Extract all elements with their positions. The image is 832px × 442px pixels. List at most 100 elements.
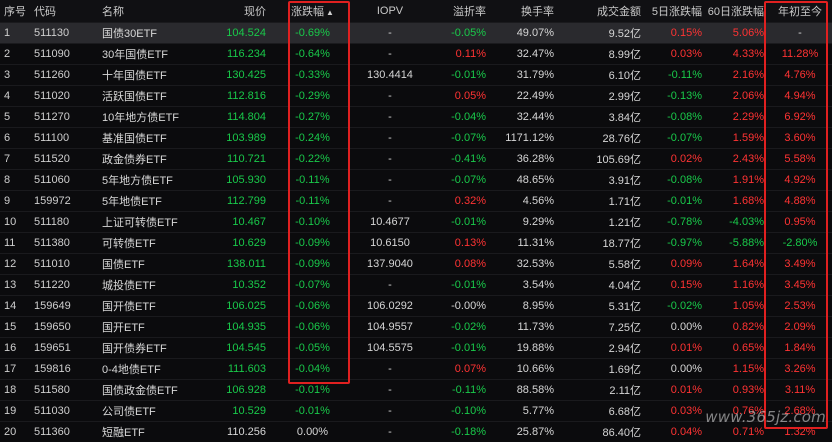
cell-volume: 1.69亿 — [558, 359, 645, 380]
cell-ytd: - — [768, 23, 832, 44]
cell-turnover: 1171.12% — [490, 128, 558, 149]
column-header-change[interactable]: 涨跌幅▲ — [270, 0, 355, 23]
cell-name: 5年地方债ETF — [94, 170, 209, 191]
column-header-premium[interactable]: 溢折率 — [425, 0, 490, 23]
cell-d60: 5.06% — [706, 23, 768, 44]
column-header-60d-change[interactable]: 60日涨跌幅 — [706, 0, 768, 23]
cell-d5: -0.08% — [645, 107, 706, 128]
cell-price: 10.467 — [209, 212, 270, 233]
cell-name: 城投债ETF — [94, 275, 209, 296]
cell-code: 511060 — [30, 170, 94, 191]
cell-volume: 2.11亿 — [558, 380, 645, 401]
cell-name: 国债30ETF — [94, 23, 209, 44]
cell-turnover: 25.87% — [490, 422, 558, 442]
cell-index: 20 — [0, 422, 30, 442]
cell-code: 159651 — [30, 338, 94, 359]
cell-iopv: 130.4414 — [355, 65, 425, 86]
cell-turnover: 8.95% — [490, 296, 558, 317]
cell-name: 上证可转债ETF — [94, 212, 209, 233]
cell-d5: 0.02% — [645, 149, 706, 170]
cell-index: 10 — [0, 212, 30, 233]
cell-index: 7 — [0, 149, 30, 170]
cell-ytd: 3.60% — [768, 128, 832, 149]
cell-d60: -5.88% — [706, 233, 768, 254]
watermark: www.365jz.com — [705, 408, 826, 426]
cell-iopv: - — [355, 44, 425, 65]
cell-premium: -0.05% — [425, 23, 490, 44]
column-header-iopv[interactable]: IOPV — [355, 0, 425, 23]
cell-price: 110.721 — [209, 149, 270, 170]
cell-index: 12 — [0, 254, 30, 275]
cell-code: 511180 — [30, 212, 94, 233]
cell-price: 103.989 — [209, 128, 270, 149]
column-header-turnover[interactable]: 换手率 — [490, 0, 558, 23]
cell-d60: 1.59% — [706, 128, 768, 149]
cell-volume: 5.58亿 — [558, 254, 645, 275]
cell-iopv: 104.5575 — [355, 338, 425, 359]
cell-price: 138.011 — [209, 254, 270, 275]
column-header-5d-change[interactable]: 5日涨跌幅 — [645, 0, 706, 23]
column-header-price[interactable]: 现价 — [209, 0, 270, 23]
cell-price: 104.524 — [209, 23, 270, 44]
cell-volume: 3.84亿 — [558, 107, 645, 128]
cell-premium: 0.13% — [425, 233, 490, 254]
column-header-ytd[interactable]: 年初至今 — [768, 0, 832, 23]
cell-d60: 0.65% — [706, 338, 768, 359]
cell-code: 511360 — [30, 422, 94, 442]
cell-name: 公司债ETF — [94, 401, 209, 422]
cell-turnover: 32.53% — [490, 254, 558, 275]
column-header-index[interactable]: 序号 — [0, 0, 30, 23]
cell-premium: 0.05% — [425, 86, 490, 107]
cell-price: 106.025 — [209, 296, 270, 317]
cell-change: -0.09% — [270, 233, 355, 254]
cell-price: 112.799 — [209, 191, 270, 212]
cell-iopv: 10.6150 — [355, 233, 425, 254]
cell-d5: -0.08% — [645, 170, 706, 191]
cell-premium: -0.04% — [425, 107, 490, 128]
cell-volume: 9.52亿 — [558, 23, 645, 44]
column-header-volume[interactable]: 成交金额 — [558, 0, 645, 23]
cell-volume: 1.71亿 — [558, 191, 645, 212]
cell-index: 8 — [0, 170, 30, 191]
cell-d5: 0.04% — [645, 422, 706, 442]
cell-d5: 0.00% — [645, 317, 706, 338]
cell-iopv: - — [355, 107, 425, 128]
cell-volume: 5.31亿 — [558, 296, 645, 317]
column-header-name[interactable]: 名称 — [94, 0, 209, 23]
cell-volume: 28.76亿 — [558, 128, 645, 149]
cell-premium: 0.08% — [425, 254, 490, 275]
cell-iopv: - — [355, 149, 425, 170]
cell-turnover: 49.07% — [490, 23, 558, 44]
cell-change: -0.04% — [270, 359, 355, 380]
cell-turnover: 10.66% — [490, 359, 558, 380]
column-header-code[interactable]: 代码 — [30, 0, 94, 23]
cell-d5: 0.03% — [645, 401, 706, 422]
cell-ytd: 5.58% — [768, 149, 832, 170]
cell-code: 511380 — [30, 233, 94, 254]
cell-d60: 2.06% — [706, 86, 768, 107]
cell-premium: -0.01% — [425, 212, 490, 233]
cell-d60: 2.29% — [706, 107, 768, 128]
cell-index: 14 — [0, 296, 30, 317]
cell-premium: -0.18% — [425, 422, 490, 442]
cell-iopv: - — [355, 422, 425, 442]
cell-volume: 7.25亿 — [558, 317, 645, 338]
